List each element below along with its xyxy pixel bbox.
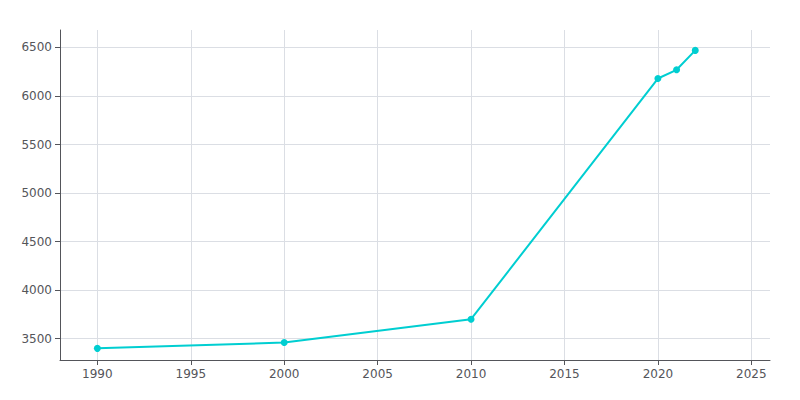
svg-text:2005: 2005 bbox=[362, 367, 393, 381]
svg-text:5000: 5000 bbox=[21, 186, 52, 200]
svg-text:6000: 6000 bbox=[21, 89, 52, 103]
svg-text:1995: 1995 bbox=[176, 367, 207, 381]
svg-text:4500: 4500 bbox=[21, 235, 52, 249]
svg-text:2010: 2010 bbox=[456, 367, 487, 381]
svg-text:6500: 6500 bbox=[21, 40, 52, 54]
svg-text:3500: 3500 bbox=[21, 332, 52, 346]
svg-text:2025: 2025 bbox=[736, 367, 767, 381]
svg-text:2015: 2015 bbox=[549, 367, 580, 381]
svg-text:5500: 5500 bbox=[21, 138, 52, 152]
svg-text:1990: 1990 bbox=[82, 367, 113, 381]
svg-text:4000: 4000 bbox=[21, 283, 52, 297]
svg-text:2000: 2000 bbox=[269, 367, 300, 381]
svg-text:2020: 2020 bbox=[643, 367, 674, 381]
